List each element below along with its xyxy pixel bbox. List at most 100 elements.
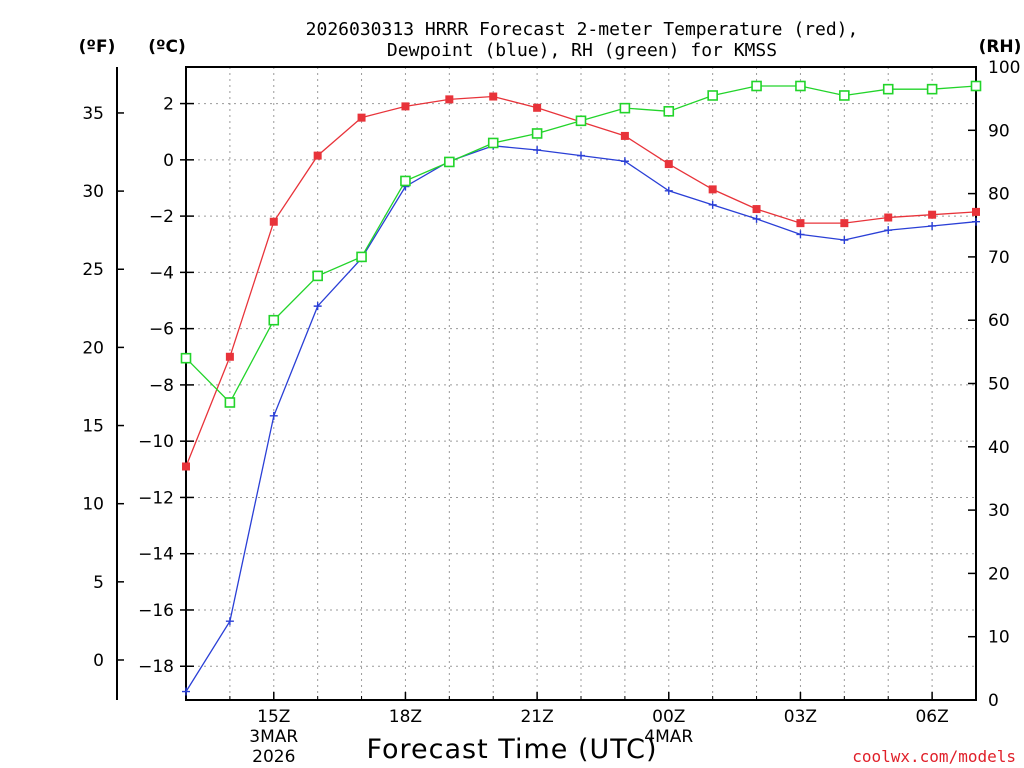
2-meter-temperature-point [401,102,410,111]
rh-point [180,352,192,364]
rh-point [839,90,850,101]
rh-tick-label: 30 [988,501,1010,521]
fahrenheit-unit-label: (ºF) [79,37,116,57]
dewpoint-point [884,226,893,235]
fahrenheit-tick-label: 20 [82,338,104,358]
dewpoint-point [840,236,849,245]
dewpoint-point [225,617,234,626]
rh-point [268,314,280,326]
celsius-tick-label: −6 [149,320,174,340]
celsius-tick-label: −18 [138,657,174,677]
rh-point [751,80,762,92]
rh-point [444,156,455,168]
grid-layer [186,67,976,700]
rh-tick-label: 60 [988,311,1010,331]
rh-point [882,83,894,95]
2-meter-temperature-point [972,207,980,216]
rh-tick-label: 70 [988,248,1010,268]
plot-frame [185,66,977,701]
rh-tick-label: 90 [988,121,1010,141]
celsius-unit-label: (ºC) [148,37,186,57]
rh-point [356,251,367,263]
x-tick-label: 21Z [520,707,553,727]
celsius-tick-label: 0 [163,151,174,171]
2-meter-temperature-point [708,185,717,194]
fahrenheit-tick-label: 25 [82,260,104,280]
fahrenheit-tick-label: 35 [82,104,104,124]
dewpoint-point [577,151,585,160]
dewpoint-line [185,145,977,692]
dewpoint-point [269,411,278,420]
rh-point [400,175,411,187]
rh-point [926,83,938,95]
x-tick-label: 00Z [652,707,685,727]
rh-tick-label: 0 [988,691,999,711]
x-tick-date-label: 3MAR [249,727,298,747]
fahrenheit-tick-label: 5 [93,573,104,593]
2-meter-temperature-point [928,210,937,219]
credit-label: coolwx.com/models [852,747,1016,766]
celsius-tick-label: −8 [149,376,174,396]
dewpoint-point [533,145,542,154]
x-tick-label: 15Z [257,707,290,727]
2-meter-temperature-point [357,113,366,122]
rh-tick-label: 10 [988,628,1010,648]
axes-layer: −18−16−14−12−10−8−6−4−202051015202530350… [82,58,1020,767]
rh-point [487,137,499,149]
x-tick-label: 18Z [389,707,422,727]
2-meter-temperature-point [225,352,234,361]
2-meter-temperature-point [533,103,542,112]
x-tick-date-label: 4MAR [644,727,693,747]
celsius-tick-label: −16 [138,601,174,621]
rh-point [707,90,718,101]
rh-point [663,106,675,117]
celsius-tick-label: −14 [138,545,174,565]
rh-tick-label: 80 [988,185,1010,205]
rh-point [312,270,323,282]
x-tick-label: 03Z [784,707,817,727]
2-meter-temperature-point [489,92,498,101]
x-axis-label: Forecast Time (UTC) [366,734,657,765]
dewpoint-point [928,221,937,230]
fahrenheit-tick-label: 30 [82,182,104,202]
rh-tick-label: 20 [988,564,1010,584]
chart-title-line-2: Dewpoint (blue), RH (green) for KMSS [387,40,777,61]
dewpoint-point [182,687,190,696]
fahrenheit-tick-label: 15 [82,417,104,437]
rh-point [531,128,543,139]
x-tick-label: 06Z [915,707,948,727]
dewpoint-point [972,217,980,226]
dewpoint-point [752,214,761,223]
2-meter-temperature-point [796,219,805,228]
dewpoint-point [664,186,673,195]
fahrenheit-tick-label: 0 [93,651,104,671]
celsius-tick-label: 2 [163,95,174,115]
2-meter-temperature-point [620,131,629,140]
2-meter-temperature-point [182,462,190,471]
chart-title-line-1: 2026030313 HRRR Forecast 2-meter Tempera… [306,19,859,40]
rh-tick-label: 40 [988,438,1010,458]
rh-unit-label: (RH) [979,37,1022,57]
rh-point [224,397,236,408]
fahrenheit-tick-label: 10 [82,495,104,515]
celsius-tick-label: −4 [149,263,174,283]
rh-point [619,102,631,114]
x-tick-date-label: 2026 [252,747,295,767]
dewpoint-point [796,230,805,239]
2-meter-temperature-point [840,219,849,228]
dewpoint-point [620,157,629,166]
rh-point [970,80,982,92]
2-meter-temperature-point [445,95,454,104]
2-meter-temperature-point [752,205,761,214]
celsius-tick-label: −10 [138,432,174,452]
celsius-tick-label: −12 [138,488,174,508]
series-layer [180,80,982,696]
rh-tick-label: 50 [988,375,1010,395]
2-meter-temperature-point [269,217,278,226]
2-meter-temperature-point [884,213,893,222]
dewpoint-point [313,302,322,311]
2-meter-temperature-point [664,160,673,169]
celsius-tick-label: −2 [149,207,174,227]
